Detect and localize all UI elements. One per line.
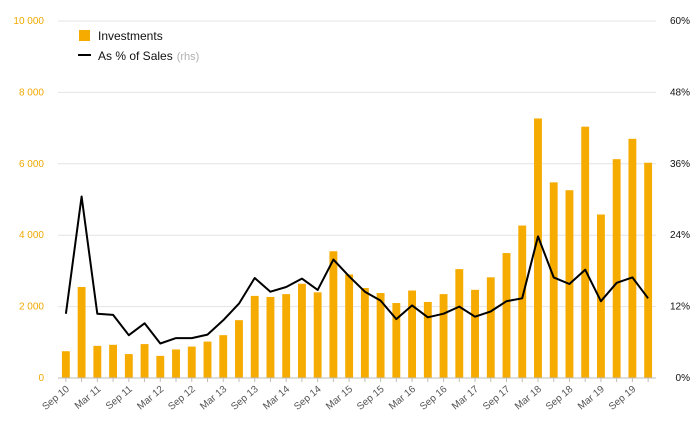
- bar-dec-17: [518, 225, 527, 378]
- x-tick-label: Mar 12: [135, 384, 166, 413]
- x-tick-label: Sep 12: [166, 384, 198, 413]
- right-tick-label: 0%: [676, 373, 691, 384]
- x-tick-label: Sep 19: [607, 384, 639, 413]
- bar-dec-16: [455, 269, 464, 378]
- x-axis: Sep 10 Mar 11 Sep 11 Mar 12 Sep 12 Mar 13 Sep …: [40, 377, 656, 413]
- x-tick-label: Sep 13: [229, 384, 261, 413]
- bar-sep-12: [187, 346, 196, 378]
- percent-of-sales-line: [64, 195, 649, 345]
- bar-mar-11: [93, 345, 102, 378]
- bar-sep-13: [250, 295, 259, 378]
- bar-jun-13: [235, 320, 243, 378]
- legend: Investments As % of Sales (rhs): [78, 29, 199, 63]
- bar-dec-10: [77, 286, 86, 378]
- left-tick-label: 2 000: [19, 302, 44, 313]
- bar-mar-17: [471, 289, 479, 378]
- x-tick-label: Sep 18: [544, 384, 576, 413]
- x-tick-label: Mar 14: [261, 384, 292, 413]
- bar-jun-19: [612, 159, 621, 378]
- x-tick-label: Mar 16: [387, 384, 418, 413]
- left-axis: 0 2 000 4 000 6 000 8 000 10 000: [13, 16, 44, 384]
- legend-label-percent-main: As % of Sales: [98, 49, 173, 63]
- legend-label-investments: Investments: [98, 29, 163, 43]
- legend-label-percent-of-sales: As % of Sales (rhs): [98, 49, 199, 63]
- bar-dec-11: [140, 344, 149, 378]
- left-tick-label: 0: [38, 373, 44, 384]
- x-tick-label: Mar 13: [198, 384, 229, 413]
- bar-mar-19: [596, 214, 605, 378]
- x-tick-label: Sep 17: [481, 384, 513, 413]
- x-tick-label: Sep 16: [418, 384, 450, 413]
- x-tick-label: Mar 18: [513, 384, 544, 413]
- right-tick-label: 24%: [670, 230, 690, 241]
- bar-sep-11: [124, 354, 133, 378]
- bar-mar-16: [408, 290, 417, 378]
- right-tick-label: 60%: [670, 16, 690, 27]
- bar-jun-11: [109, 344, 118, 378]
- bar-sep-16: [439, 294, 448, 378]
- bar-dec-12: [203, 341, 212, 378]
- left-tick-label: 6 000: [19, 159, 44, 170]
- left-tick-label: 10 000: [13, 16, 44, 27]
- x-tick-label: Sep 10: [40, 384, 72, 413]
- bar-sep-14: [313, 292, 322, 378]
- bar-dec-18: [581, 126, 590, 378]
- bar-mar-14: [282, 294, 291, 378]
- bar-dec-14: [329, 251, 338, 378]
- bar-mar-18: [534, 118, 542, 378]
- right-tick-label: 48%: [670, 87, 690, 98]
- bar-jun-18: [549, 182, 558, 378]
- investment-bars: [61, 118, 653, 378]
- x-tick-label: Mar 19: [576, 384, 607, 413]
- bar-sep-19: [628, 138, 637, 378]
- x-tick-label: Mar 17: [450, 384, 481, 413]
- bar-jun-15: [360, 288, 369, 378]
- bar-sep-17: [502, 253, 511, 378]
- legend-swatch-investments: [79, 30, 90, 41]
- right-tick-label: 12%: [670, 302, 690, 313]
- right-axis: 0% 12% 24% 36% 48% 60%: [670, 16, 690, 384]
- x-tick-label: Sep 14: [292, 384, 324, 413]
- x-tick-label: Mar 15: [324, 384, 355, 413]
- bar-jun-16: [423, 301, 432, 378]
- bar-sep-15: [376, 293, 385, 378]
- bar-dec-19: [644, 162, 653, 378]
- bar-jun-17: [486, 277, 495, 378]
- percent-of-sales-polyline: [64, 195, 649, 345]
- x-tick-label: Sep 11: [104, 384, 135, 413]
- bar-jun-12: [172, 349, 180, 378]
- legend-label-percent-suffix: (rhs): [177, 51, 200, 63]
- bar-mar-13: [219, 335, 228, 378]
- right-tick-label: 36%: [670, 159, 690, 170]
- bar-jun-14: [297, 283, 306, 378]
- x-tick-label: Mar 11: [73, 384, 104, 412]
- bar-mar-12: [156, 355, 165, 378]
- bar-dec-15: [392, 303, 401, 378]
- left-tick-label: 4 000: [19, 230, 44, 241]
- left-tick-label: 8 000: [19, 87, 44, 98]
- bar-dec-13: [266, 296, 275, 378]
- x-tick-label: Sep 15: [355, 384, 387, 413]
- bar-mar-15: [345, 274, 354, 378]
- bar-sep-10: [61, 351, 70, 378]
